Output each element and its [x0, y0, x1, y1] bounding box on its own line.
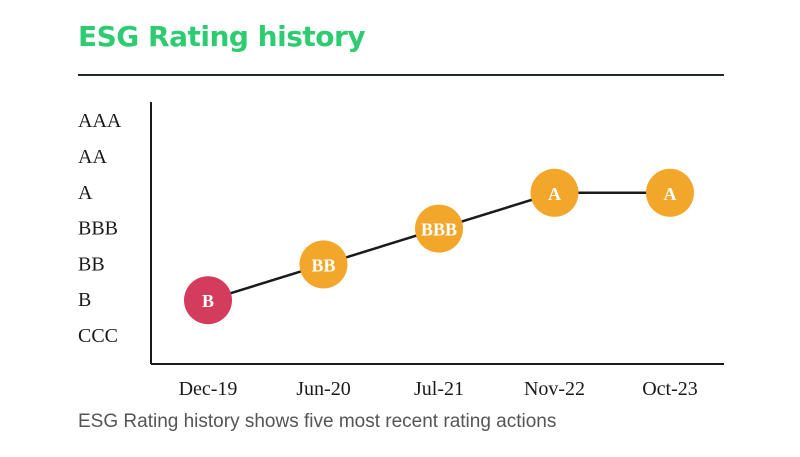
- chart-axes: [150, 102, 724, 365]
- rating-marker-label: BB: [311, 255, 335, 275]
- rating-point: BB: [299, 240, 348, 289]
- y-tick-label: AAA: [78, 110, 122, 132]
- rating-marker: [530, 168, 579, 217]
- x-tick-label: Oct-23: [642, 378, 698, 400]
- x-tick-label: Nov-22: [524, 378, 585, 400]
- chart-caption: ESG Rating history shows five most recen…: [78, 411, 557, 432]
- rating-marker-label: A: [548, 184, 561, 204]
- x-tick-label: Jun-20: [296, 378, 350, 400]
- rating-marker: [415, 204, 463, 253]
- rating-point: A: [530, 168, 579, 217]
- y-tick-label: B: [78, 289, 91, 311]
- chart-title: ESG Rating history: [78, 20, 366, 53]
- title-divider: [78, 74, 724, 76]
- x-tick-label: Jul-21: [414, 378, 464, 400]
- y-tick-label: AA: [78, 146, 107, 168]
- rating-point: BBB: [415, 204, 463, 253]
- y-tick-label: A: [78, 182, 93, 204]
- y-tick-label: BB: [78, 253, 105, 275]
- y-tick-label: BBB: [78, 218, 118, 240]
- rating-marker-label: B: [202, 291, 214, 311]
- rating-marker-label: A: [664, 184, 677, 204]
- rating-marker-label: BBB: [421, 220, 457, 240]
- x-tick-labels: Dec-19 Jun-20 Jul-21 Nov-22 Oct-23: [179, 378, 698, 400]
- rating-marker: [646, 168, 694, 217]
- rating-marker: [299, 240, 348, 289]
- rating-marker: [184, 276, 232, 325]
- y-tick-label: CCC: [78, 325, 118, 347]
- rating-point: A: [646, 168, 694, 217]
- x-tick-label: Dec-19: [179, 378, 238, 400]
- rating-point: B: [184, 276, 232, 325]
